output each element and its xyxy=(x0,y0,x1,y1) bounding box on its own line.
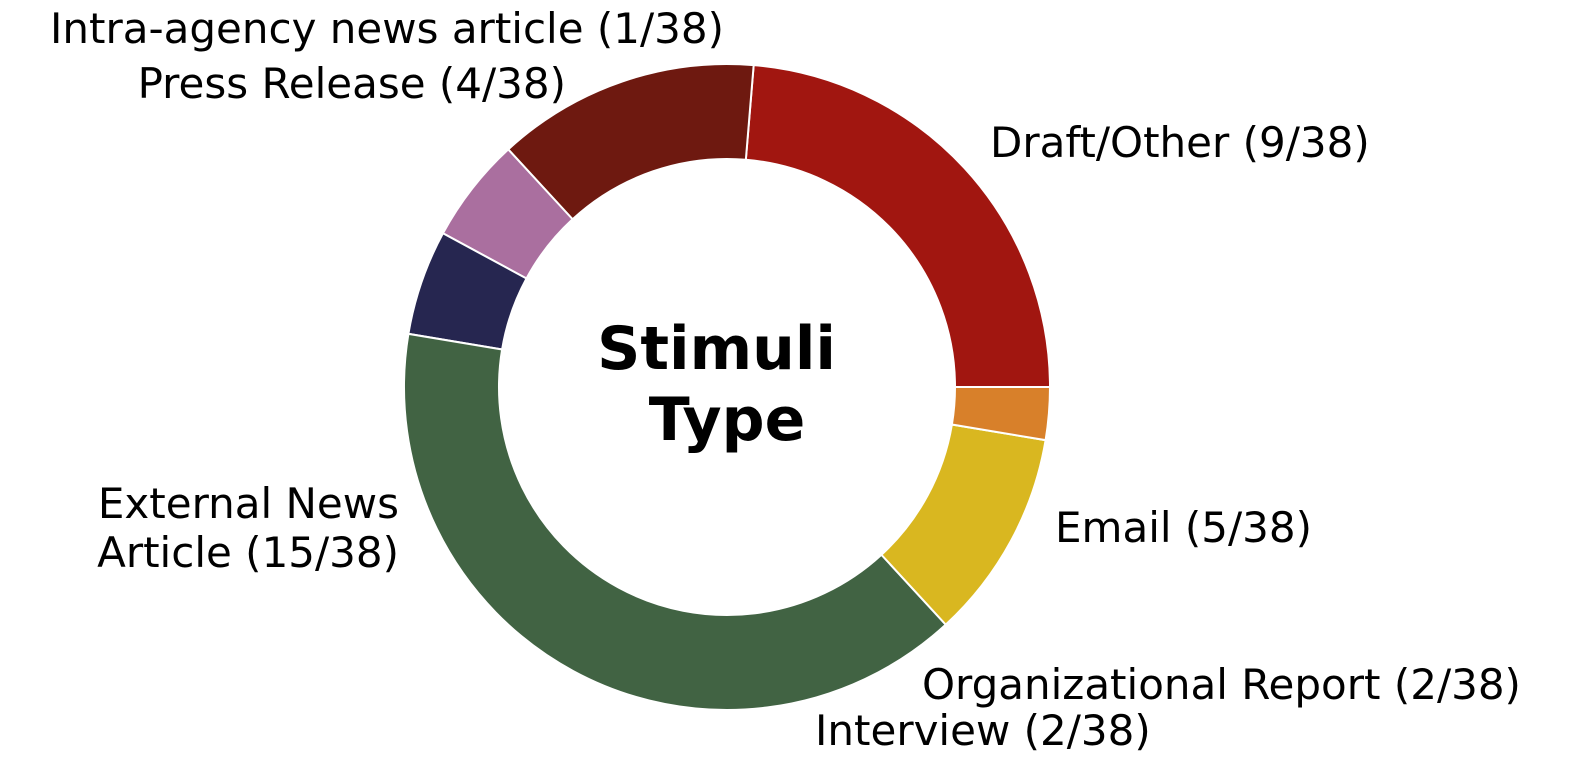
label-external-news-article: External News Article (15/38) xyxy=(97,479,399,577)
slice-labels: Draft/Other (9/38) Email (5/38) Organizati… xyxy=(50,4,1521,755)
label-interview: Interview (2/38) xyxy=(815,706,1151,755)
label-press-release: Press Release (4/38) xyxy=(138,59,566,108)
label-draft-other: Draft/Other (9/38) xyxy=(990,118,1370,167)
chart-title-line-2: Type xyxy=(649,385,806,455)
slice-external-news-article xyxy=(403,332,948,711)
label-organizational-report: Organizational Report (2/38) xyxy=(922,660,1521,709)
slice-draft-other xyxy=(744,64,1052,388)
label-intra-agency-news-article: Intra-agency news article (1/38) xyxy=(50,4,724,53)
chart-title-line-1: Stimuli xyxy=(597,314,836,384)
slice-intra-agency-news-article xyxy=(950,386,1052,442)
donut-slices xyxy=(403,63,1052,711)
chart-title: Stimuli Type xyxy=(597,314,857,455)
label-email: Email (5/38) xyxy=(1055,503,1312,552)
